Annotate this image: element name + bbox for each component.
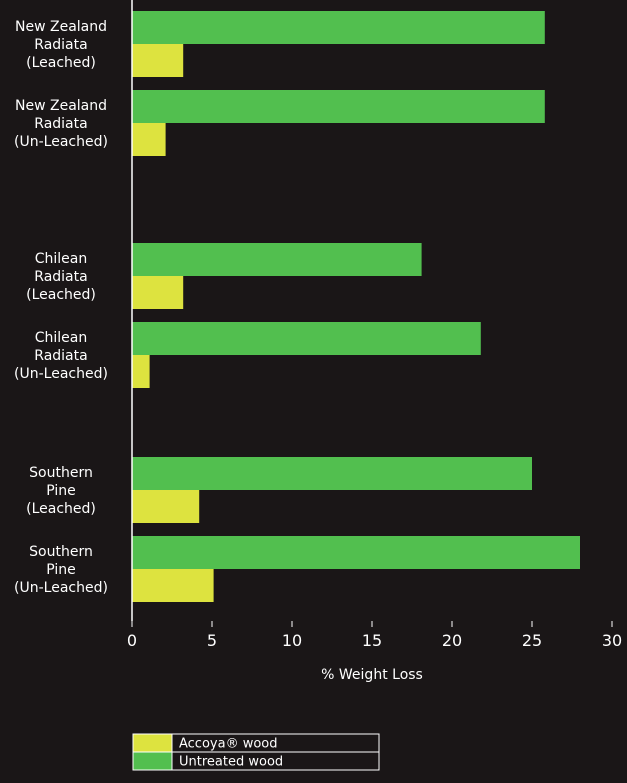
bar-untreated-5 bbox=[132, 536, 580, 569]
category-label-4-line-1: Pine bbox=[46, 483, 76, 499]
category-label-3-line-2: (Un-Leached) bbox=[14, 366, 108, 382]
legend-label-1: Untreated wood bbox=[179, 755, 283, 770]
category-label-4-line-2: (Leached) bbox=[26, 501, 96, 517]
category-label-1-line-0: New Zealand bbox=[15, 98, 107, 114]
category-label-2-line-0: Chilean bbox=[35, 251, 88, 267]
bar-untreated-0 bbox=[132, 11, 545, 44]
bar-untreated-1 bbox=[132, 90, 545, 123]
bar-accoya-2 bbox=[132, 276, 184, 309]
category-labels: New Zealand Radiata (Leached) New Zealand Ra… bbox=[14, 19, 108, 596]
legend-swatch-0 bbox=[133, 734, 172, 752]
x-tick-label-2: 10 bbox=[282, 631, 302, 650]
category-label-2-line-1: Radiata bbox=[34, 269, 87, 285]
category-label-4-line-0: Southern bbox=[29, 465, 93, 481]
bar-accoya-0 bbox=[132, 44, 184, 77]
category-label-1-line-1: Radiata bbox=[34, 116, 87, 132]
bar-accoya-5 bbox=[132, 569, 214, 602]
category-label-5-line-1: Pine bbox=[46, 562, 76, 578]
bar-accoya-3 bbox=[132, 355, 150, 388]
category-label-3-line-1: Radiata bbox=[34, 348, 87, 364]
category-label-0-line-1: Radiata bbox=[34, 37, 87, 53]
x-axis-ticks: 0 5 10 15 20 25 30 bbox=[127, 621, 622, 650]
bar-untreated-4 bbox=[132, 457, 532, 490]
bars-layer bbox=[132, 11, 580, 602]
legend: Accoya® wood Untreated wood bbox=[132, 733, 380, 771]
x-tick-label-4: 20 bbox=[442, 631, 462, 650]
legend-label-0: Accoya® wood bbox=[179, 737, 278, 752]
x-axis-label: % Weight Loss bbox=[321, 667, 423, 683]
category-label-1-line-2: (Un-Leached) bbox=[14, 134, 108, 150]
category-label-3-line-0: Chilean bbox=[35, 330, 88, 346]
x-tick-label-3: 15 bbox=[362, 631, 382, 650]
legend-swatch-1 bbox=[133, 752, 172, 770]
bar-accoya-4 bbox=[132, 490, 200, 523]
x-tick-label-0: 0 bbox=[127, 631, 137, 650]
category-label-5-line-2: (Un-Leached) bbox=[14, 580, 108, 596]
bar-untreated-2 bbox=[132, 243, 422, 276]
category-label-0-line-0: New Zealand bbox=[15, 19, 107, 35]
category-label-0-line-2: (Leached) bbox=[26, 55, 96, 71]
category-label-5-line-0: Southern bbox=[29, 544, 93, 560]
x-tick-label-6: 30 bbox=[602, 631, 622, 650]
x-tick-label-5: 25 bbox=[522, 631, 542, 650]
category-label-2-line-2: (Leached) bbox=[26, 287, 96, 303]
x-tick-label-1: 5 bbox=[207, 631, 217, 650]
bar-accoya-1 bbox=[132, 123, 166, 156]
bar-untreated-3 bbox=[132, 322, 481, 355]
